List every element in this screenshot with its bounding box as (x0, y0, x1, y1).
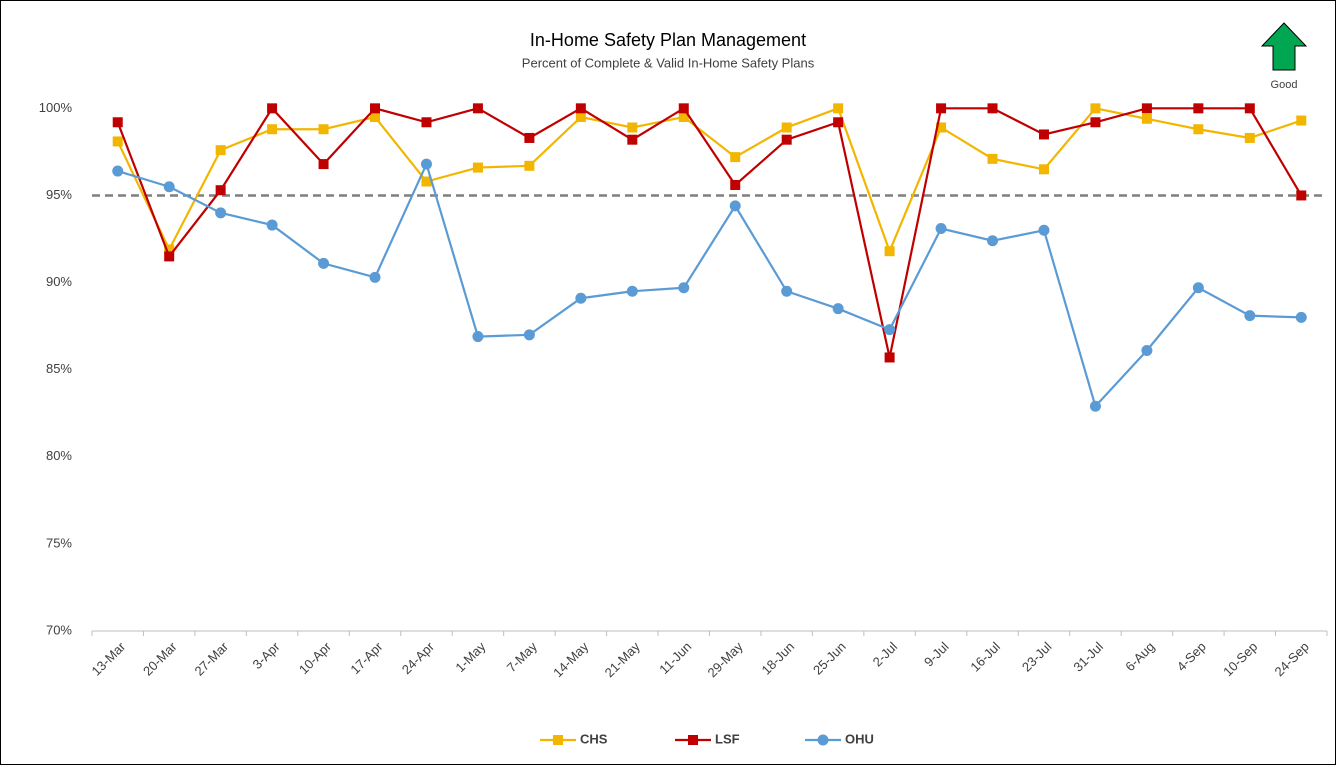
data-point (112, 136, 123, 147)
y-tick-label: 95% (46, 187, 72, 202)
data-point (730, 152, 741, 163)
data-point (1296, 115, 1307, 126)
data-point (987, 153, 998, 164)
data-point (1090, 103, 1101, 114)
y-tick-label: 100% (39, 100, 73, 115)
data-point (1089, 400, 1101, 412)
data-point (1090, 117, 1101, 128)
data-point (1193, 103, 1204, 114)
annotation: Good (1271, 79, 1298, 91)
data-point (266, 219, 278, 231)
y-tick-label: 70% (46, 622, 72, 637)
data-point (215, 207, 227, 219)
data-point (781, 122, 792, 133)
chart-subtitle: Percent of Complete & Valid In-Home Safe… (522, 55, 815, 70)
data-point (781, 285, 793, 297)
data-point (1193, 124, 1204, 135)
data-point (1141, 103, 1152, 114)
data-point (318, 257, 330, 269)
data-point (318, 159, 329, 170)
data-point (987, 103, 998, 114)
data-point (884, 352, 895, 363)
data-point (164, 251, 175, 262)
data-point (472, 162, 483, 173)
legend-marker (817, 734, 829, 746)
data-point (833, 117, 844, 128)
data-point (1141, 345, 1153, 356)
legend-label: OHU (845, 731, 874, 746)
data-point (781, 134, 792, 145)
good-arrow (1260, 22, 1308, 71)
data-point (1192, 282, 1204, 294)
data-point (420, 158, 432, 170)
y-tick-label: 80% (46, 448, 72, 463)
data-point (575, 112, 586, 123)
y-tick-label: 75% (46, 535, 72, 550)
data-point (472, 103, 483, 114)
data-point (1244, 132, 1255, 143)
data-point (164, 244, 175, 255)
data-point (575, 103, 586, 114)
data-point (267, 124, 278, 135)
chart-title: In-Home Safety Plan Management (530, 30, 806, 50)
data-point (627, 134, 638, 145)
y-tick-label: 85% (46, 361, 72, 376)
data-point (267, 103, 278, 114)
data-point (215, 185, 226, 196)
data-point (524, 132, 535, 143)
data-point (627, 122, 638, 133)
data-point (421, 176, 432, 187)
data-point (369, 271, 381, 283)
data-point (730, 179, 741, 190)
data-point (678, 103, 689, 114)
data-point (370, 112, 381, 123)
data-point (832, 303, 844, 315)
legend-label: CHS (580, 731, 608, 746)
data-point (1141, 113, 1152, 124)
data-point (1295, 311, 1307, 323)
data-point (1038, 129, 1049, 140)
legend-label: LSF (715, 731, 740, 746)
series-line (116, 106, 1303, 358)
data-point (524, 160, 535, 171)
data-point (987, 235, 999, 247)
data-point (936, 122, 947, 133)
data-point (936, 103, 947, 114)
data-point (112, 117, 123, 128)
y-tick-label: 90% (46, 274, 72, 289)
data-point (1296, 190, 1307, 201)
data-point (421, 117, 432, 128)
data-point (884, 324, 896, 336)
data-point (215, 145, 226, 156)
data-point (472, 331, 484, 343)
data-point (678, 112, 689, 123)
series-line (116, 106, 1302, 255)
data-point (729, 200, 741, 212)
data-point (884, 246, 895, 257)
data-point (935, 223, 947, 235)
data-point (1038, 164, 1049, 175)
series-line (117, 160, 1302, 409)
data-point (1244, 103, 1255, 114)
legend-marker (688, 735, 698, 745)
data-point (523, 329, 535, 341)
data-point (370, 103, 381, 114)
data-point (1038, 224, 1050, 236)
legend-marker (553, 735, 563, 745)
data-point (318, 124, 329, 135)
data-point (163, 181, 175, 193)
data-point (678, 282, 690, 294)
data-point (626, 285, 638, 297)
data-point (833, 103, 844, 114)
data-point (112, 165, 124, 177)
data-point (575, 292, 587, 304)
data-point (1244, 310, 1256, 322)
